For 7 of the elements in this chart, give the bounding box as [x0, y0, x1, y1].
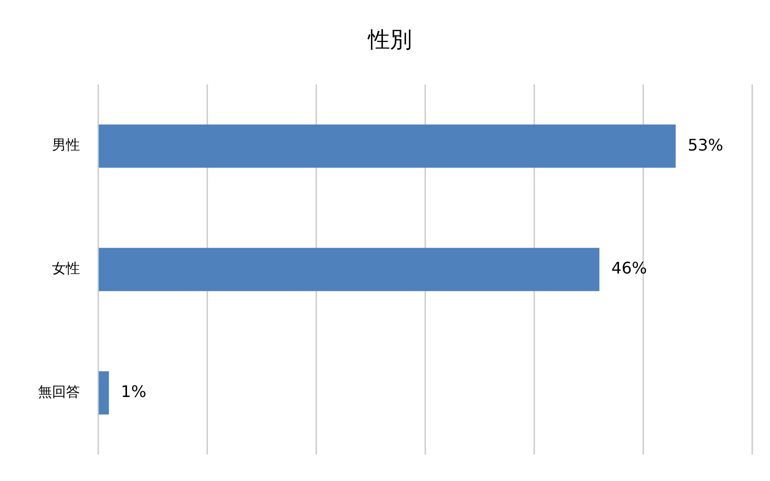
chart-title: 性別 [367, 28, 412, 53]
data-label: 1% [120, 382, 146, 402]
y-tick-label: 無回答 [38, 384, 80, 401]
data-label: 53% [688, 135, 724, 154]
data-label: 46% [611, 258, 647, 278]
y-tick-label: 女性 [52, 261, 80, 278]
y-tick-label: 男性 [52, 138, 80, 154]
